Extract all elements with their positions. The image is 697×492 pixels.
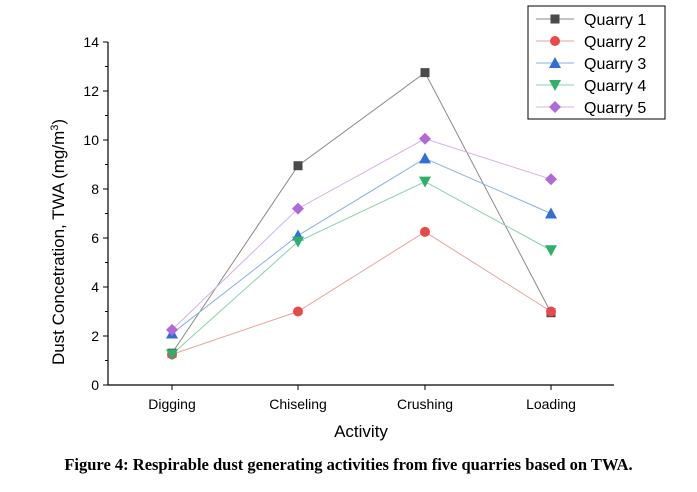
data-point-quarry-2	[546, 306, 556, 317]
data-point-quarry-2	[293, 306, 303, 317]
data-point-quarry-4	[545, 245, 557, 257]
legend-item-quarry-5: Quarry 5	[536, 100, 646, 117]
data-point-quarry-5	[419, 132, 431, 145]
series-line-quarry-1	[171, 71, 552, 354]
series-quarry-4	[166, 176, 557, 361]
legend-item-quarry-4: Quarry 4	[536, 78, 646, 95]
y-tick-label: 4	[91, 279, 99, 295]
y-tick-label: 10	[83, 132, 99, 148]
data-point-quarry-4	[166, 349, 178, 361]
figure-caption: Figure 4: Respirable dust generating act…	[64, 455, 633, 474]
y-axis-title-superscript: 3	[49, 125, 61, 131]
legend-label-quarry-4: Quarry 4	[584, 78, 646, 95]
legend-label-quarry-2: Quarry 2	[584, 34, 646, 51]
x-tick-label: Loading	[526, 396, 576, 412]
y-axis-title-main: Dust Concetration, TWA (mg/m	[49, 131, 68, 365]
x-tick-label: Chiseling	[269, 396, 327, 412]
legend-marker-quarry-4	[549, 80, 561, 91]
data-point-quarry-1	[420, 68, 430, 78]
y-tick-label: 0	[91, 377, 99, 393]
series-quarry-5	[166, 132, 557, 336]
data-point-quarry-4	[419, 176, 431, 188]
chart-tick-labels: 0 2 4 6 8 10 12 14 Digging Chiseling Crushing Loadi…	[83, 34, 575, 412]
legend-marker-quarry-2	[550, 36, 560, 46]
data-point-quarry-4	[292, 236, 304, 248]
chart-series	[166, 68, 557, 361]
series-line-quarry-5	[171, 138, 552, 331]
series-line-quarry-3	[171, 157, 552, 334]
y-axis-title: Dust Concetration, TWA (mg/m3)	[49, 119, 68, 365]
legend-item-quarry-2: Quarry 2	[536, 34, 646, 51]
y-tick-label: 14	[83, 34, 99, 50]
series-quarry-1	[167, 68, 556, 358]
series-quarry-2	[167, 226, 556, 360]
legend-item-quarry-3: Quarry 3	[536, 56, 646, 73]
legend-marker-quarry-3	[549, 57, 561, 68]
data-point-quarry-5	[292, 202, 304, 215]
chart-axes	[103, 41, 614, 390]
series-line-quarry-2	[171, 231, 552, 355]
x-tick-label: Crushing	[397, 396, 453, 412]
legend-marker-quarry-5	[549, 101, 561, 113]
legend-marker-quarry-1	[550, 14, 560, 24]
data-point-quarry-3	[419, 152, 431, 164]
legend-label-quarry-3: Quarry 3	[584, 56, 646, 73]
y-tick-label: 12	[83, 83, 99, 99]
legend-label-quarry-1: Quarry 1	[584, 12, 646, 29]
y-tick-label: 8	[91, 181, 99, 197]
data-point-quarry-1	[293, 161, 303, 171]
data-point-quarry-2	[420, 226, 430, 237]
x-tick-label: Digging	[148, 396, 195, 412]
y-tick-label: 2	[91, 328, 99, 344]
y-tick-label: 6	[91, 230, 99, 246]
y-axis-title-close: )	[49, 119, 68, 125]
data-point-quarry-3	[545, 207, 557, 219]
legend-label-quarry-5: Quarry 5	[584, 100, 646, 117]
series-line-quarry-4	[171, 181, 552, 355]
data-point-quarry-5	[545, 173, 557, 186]
data-point-quarry-5	[166, 323, 178, 336]
chart-legend: Quarry 1 Quarry 2 Quarry 3 Quarry 4 Quarry 5	[527, 5, 666, 120]
series-quarry-3	[166, 152, 557, 339]
x-axis-title: Activity	[334, 422, 388, 441]
legend-item-quarry-1: Quarry 1	[536, 12, 646, 29]
